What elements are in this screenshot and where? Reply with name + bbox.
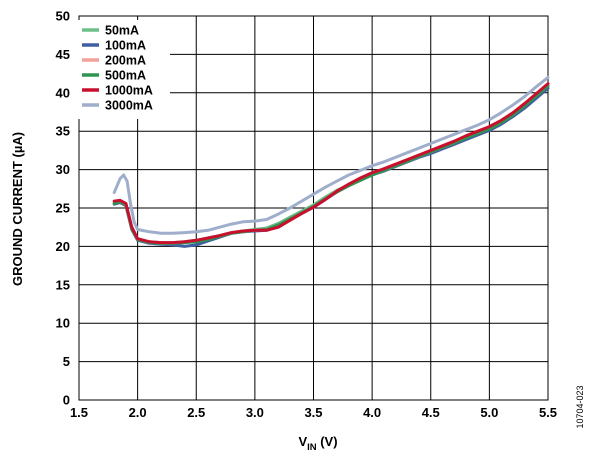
series-line-200ma (112, 83, 550, 245)
x-axis-title: VIN (V) (298, 434, 337, 453)
y-tick-label: 45 (56, 47, 70, 62)
y-axis-title: GROUND CURRENT (µA) (10, 132, 25, 286)
x-tick-label: 3.0 (246, 405, 264, 420)
series-line-3000ma (112, 75, 550, 235)
x-tick-label: 2.5 (187, 405, 205, 420)
x-tick-label: 5.5 (539, 405, 557, 420)
x-tick-label: 1.5 (70, 405, 88, 420)
x-tick-labels: 1.5 2.0 2.5 3.0 3.5 4.0 4.5 5.0 5.5 (70, 405, 557, 420)
series-line-50ma (112, 83, 550, 245)
x-tick-label: 4.0 (363, 405, 381, 420)
y-tick-label: 5 (63, 354, 70, 369)
y-tick-label: 25 (56, 201, 70, 216)
legend-label-50ma: 50mA (105, 24, 139, 38)
y-tick-label: 20 (56, 239, 70, 254)
legend-label-500ma: 500mA (105, 69, 146, 83)
y-tick-label: 10 (56, 316, 70, 331)
legend-label-3000ma: 3000mA (105, 99, 153, 113)
y-tick-label: 40 (56, 85, 70, 100)
y-tick-labels: 0 5 10 15 20 25 30 35 40 45 50 (56, 9, 70, 408)
legend-background (73, 20, 170, 119)
plot-frame (78, 15, 549, 401)
x-tick-label: 2.0 (129, 405, 147, 420)
legend-label-1000ma: 1000mA (105, 84, 153, 98)
legend-label-100ma: 100mA (105, 39, 146, 53)
series-line-1000ma (112, 82, 550, 245)
series-line-100ma (112, 86, 550, 248)
figure-id: 10704-023 (575, 385, 585, 428)
series-lines (112, 75, 550, 248)
y-tick-label: 50 (56, 9, 70, 24)
y-tick-label: 0 (63, 393, 70, 408)
series-line-500ma (112, 84, 550, 245)
y-tick-label: 30 (56, 162, 70, 177)
x-tick-label: 4.5 (422, 405, 440, 420)
y-tick-label: 35 (56, 124, 70, 139)
legend-label-200ma: 200mA (105, 54, 146, 68)
x-tick-label: 5.0 (480, 405, 498, 420)
x-tick-label: 3.5 (304, 405, 322, 420)
y-tick-label: 15 (56, 277, 70, 292)
